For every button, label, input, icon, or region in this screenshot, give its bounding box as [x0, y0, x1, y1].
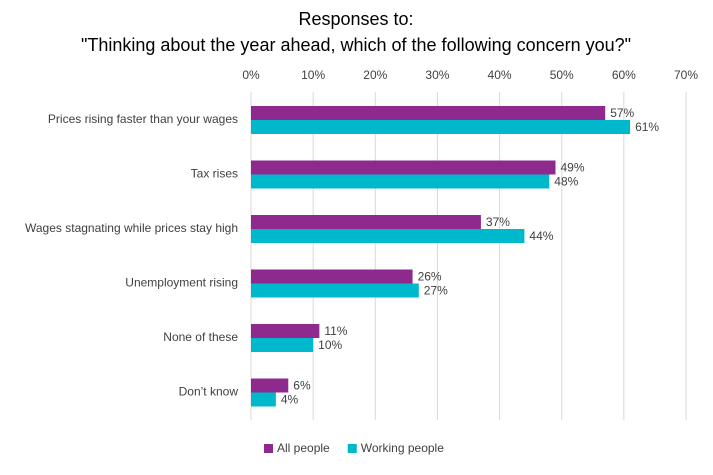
value-label: 44% [529, 229, 553, 243]
y-tick-label: Tax rises [191, 167, 238, 181]
x-tick-label: 70% [674, 68, 698, 82]
legend-swatch [264, 444, 273, 453]
legend-label: Working people [361, 441, 444, 455]
value-label: 26% [418, 270, 442, 284]
chart-subtitle: "Thinking about the year ahead, which of… [81, 35, 631, 55]
value-label: 57% [610, 106, 634, 120]
value-label: 27% [424, 284, 448, 298]
bar [251, 269, 413, 284]
value-label: 4% [281, 393, 299, 407]
bar [251, 338, 314, 352]
bar [251, 174, 550, 189]
bar [251, 378, 289, 393]
bar [251, 324, 320, 338]
x-tick-label: 20% [363, 68, 387, 82]
x-tick-label: 30% [425, 68, 449, 82]
chart-title: Responses to: [298, 9, 413, 29]
x-tick-label: 10% [301, 68, 325, 82]
y-tick-label: Wages stagnating while prices stay high [25, 221, 238, 235]
value-label: 11% [324, 324, 347, 338]
legend-swatch [347, 444, 357, 453]
value-label: 61% [635, 120, 659, 134]
bar [251, 229, 525, 243]
value-label: 48% [554, 175, 578, 189]
bar [251, 106, 606, 120]
x-tick-label: 40% [488, 68, 512, 82]
bar [251, 215, 481, 229]
bar [251, 392, 276, 407]
y-tick-label: Prices rising faster than your wages [48, 112, 238, 126]
bar [251, 160, 556, 175]
value-label: 37% [486, 215, 510, 229]
bar [251, 283, 419, 298]
legend-label: All people [277, 441, 330, 455]
value-label: 49% [561, 161, 585, 175]
y-tick-label: Don’t know [179, 385, 239, 399]
value-label: 10% [318, 338, 342, 352]
y-tick-label: Unemployment rising [125, 276, 238, 290]
x-tick-label: 50% [550, 68, 574, 82]
x-tick-label: 60% [612, 68, 636, 82]
x-tick-label: 0% [242, 68, 260, 82]
bar [251, 120, 631, 134]
value-label: 6% [293, 379, 311, 393]
y-tick-label: None of these [163, 330, 238, 344]
